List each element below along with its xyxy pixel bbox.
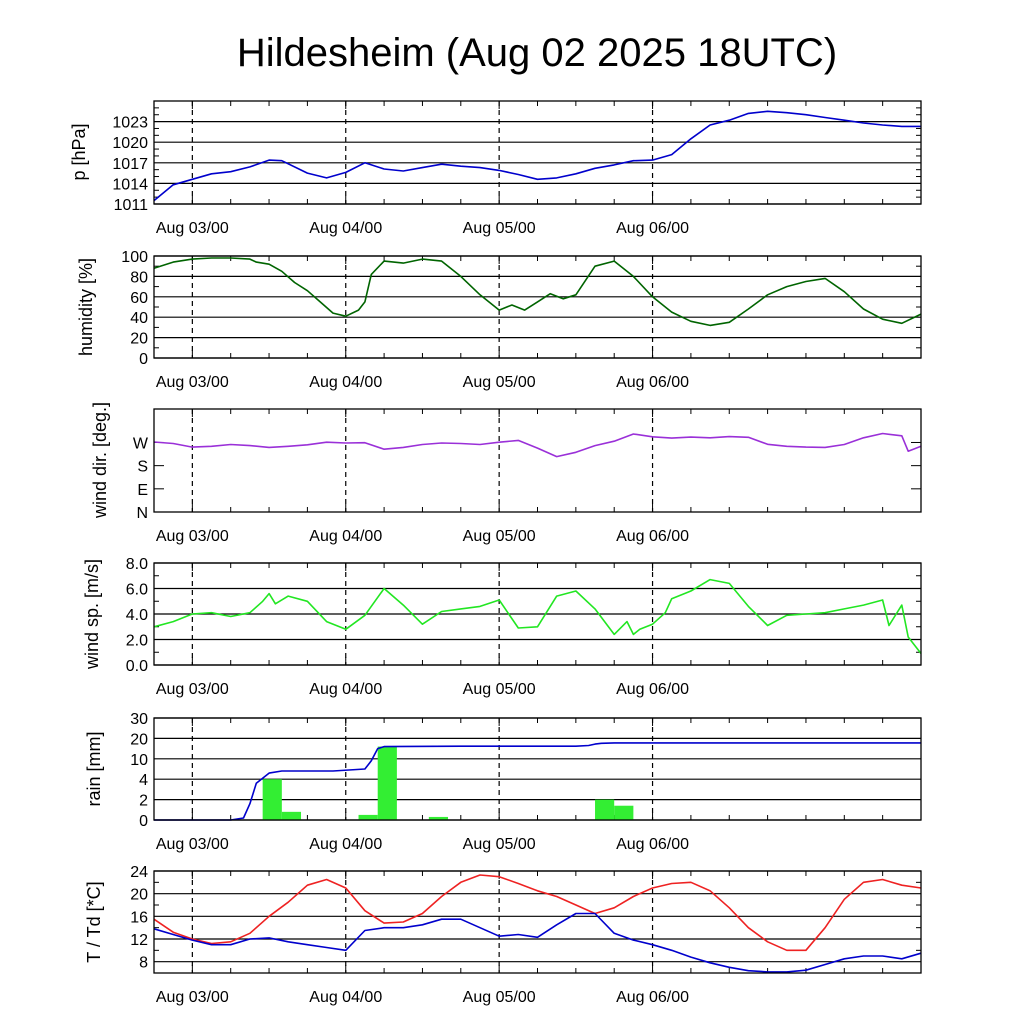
y-tick-label: 1011 bbox=[114, 197, 149, 214]
y-tick-label: 1023 bbox=[112, 115, 148, 132]
x-tick-label: Aug 03/00 bbox=[156, 681, 229, 698]
panel-frame bbox=[153, 255, 922, 359]
y-tick-label: E bbox=[137, 482, 148, 499]
y-tick-label: W bbox=[133, 435, 149, 452]
wind_speed-series-line bbox=[153, 578, 922, 654]
y-tick-label: 8 bbox=[139, 955, 148, 972]
y-axis-label: humidity [%] bbox=[76, 258, 96, 356]
y-tick-label: 1017 bbox=[112, 156, 148, 173]
y-tick-label: 0 bbox=[139, 813, 148, 830]
rain-bar bbox=[262, 779, 282, 820]
x-tick-label: Aug 03/00 bbox=[156, 528, 229, 545]
x-tick-label: Aug 03/00 bbox=[156, 989, 229, 1006]
x-tick-label: Aug 06/00 bbox=[616, 681, 689, 698]
y-tick-label: S bbox=[137, 459, 148, 476]
x-tick-label: Aug 03/00 bbox=[156, 220, 229, 237]
panel-5: 0 2 4 10 20 30 Aug 03/00 Aug 04/00 Aug 05/00 Aug … bbox=[84, 711, 922, 853]
y-axis-label: rain [mm] bbox=[84, 731, 104, 806]
panel-frame bbox=[153, 100, 922, 205]
chart-title: Hildesheim (Aug 02 2025 18UTC) bbox=[237, 31, 837, 75]
panel-frame bbox=[153, 870, 922, 974]
x-tick-label: Aug 06/00 bbox=[616, 989, 689, 1006]
x-tick-label: Aug 06/00 bbox=[616, 374, 689, 391]
humidity-series-line bbox=[153, 257, 922, 327]
y-axis-label: wind dir. [deg.] bbox=[90, 402, 110, 519]
y-tick-label: 20 bbox=[130, 731, 148, 748]
panel-frame bbox=[153, 408, 922, 513]
y-tick-label: 16 bbox=[130, 909, 148, 926]
x-tick-label: Aug 05/00 bbox=[463, 989, 536, 1006]
y-tick-label: 80 bbox=[130, 269, 148, 286]
y-tick-label: 6.0 bbox=[126, 582, 148, 599]
y-axis-label: T / Td [*C] bbox=[84, 881, 104, 962]
x-tick-label: Aug 04/00 bbox=[309, 989, 382, 1006]
panel-6: 8 12 16 20 24 Aug 03/00 Aug 04/00 Aug 05/00 Aug … bbox=[84, 864, 922, 1006]
x-tick-label: Aug 04/00 bbox=[309, 681, 382, 698]
panel-frame bbox=[153, 717, 922, 821]
y-axis-label: wind sp. [m/s] bbox=[82, 559, 102, 670]
x-tick-label: Aug 03/00 bbox=[156, 374, 229, 391]
y-tick-label: 40 bbox=[130, 310, 148, 327]
x-tick-label: Aug 05/00 bbox=[463, 220, 536, 237]
rain-bar bbox=[358, 814, 378, 820]
y-tick-label: 4.0 bbox=[126, 607, 148, 624]
x-tick-label: Aug 06/00 bbox=[616, 836, 689, 853]
y-tick-label: N bbox=[136, 505, 148, 522]
rain-bar bbox=[281, 811, 302, 820]
y-tick-label: 0 bbox=[139, 351, 148, 368]
y-tick-label: 12 bbox=[130, 932, 148, 949]
x-tick-label: Aug 04/00 bbox=[309, 528, 382, 545]
x-tick-label: Aug 06/00 bbox=[616, 220, 689, 237]
y-tick-label: 20 bbox=[130, 887, 148, 904]
rain_cum-series-line bbox=[154, 742, 921, 821]
x-tick-label: Aug 05/00 bbox=[463, 374, 536, 391]
panel-1: 1011 1014 1017 1020 1023 Aug 03/00 Aug 04/00 Au… bbox=[69, 100, 922, 237]
panel-frame bbox=[153, 562, 922, 666]
temperature-series-line bbox=[153, 874, 922, 952]
x-tick-label: Aug 04/00 bbox=[309, 220, 382, 237]
y-tick-label: 20 bbox=[130, 331, 148, 348]
panel-4: 0.0 2.0 4.0 6.0 8.0 Aug 03/00 Aug 04/00 Aug 05/… bbox=[82, 556, 922, 698]
y-tick-label: 0.0 bbox=[126, 658, 148, 675]
y-tick-label: 1014 bbox=[112, 176, 148, 193]
x-tick-label: Aug 05/00 bbox=[463, 681, 536, 698]
y-tick-label: 100 bbox=[121, 249, 148, 266]
y-tick-label: 8.0 bbox=[126, 556, 148, 573]
x-tick-label: Aug 05/00 bbox=[463, 836, 536, 853]
rain-bar bbox=[614, 805, 634, 820]
rain-bar bbox=[595, 799, 615, 820]
y-tick-label: 60 bbox=[130, 290, 148, 307]
x-tick-label: Aug 04/00 bbox=[309, 836, 382, 853]
x-tick-label: Aug 03/00 bbox=[156, 836, 229, 853]
y-tick-label: 30 bbox=[130, 711, 148, 728]
y-tick-label: 1020 bbox=[112, 135, 148, 152]
y-tick-label: 24 bbox=[130, 864, 148, 881]
wind_dir-series-line bbox=[153, 432, 922, 458]
x-tick-label: Aug 05/00 bbox=[463, 528, 536, 545]
rain-bar bbox=[377, 746, 397, 820]
panel-2: 0 20 40 60 80 100 Aug 03/00 Aug 04/00 Aug 05/00 A… bbox=[76, 249, 922, 391]
y-tick-label: 4 bbox=[139, 772, 148, 789]
y-tick-label: 2.0 bbox=[126, 633, 148, 650]
dewpoint-series-line bbox=[153, 912, 922, 973]
y-tick-label: 10 bbox=[130, 752, 148, 769]
y-axis-label: p [hPa] bbox=[69, 123, 89, 180]
rain-bar bbox=[428, 816, 449, 820]
x-tick-label: Aug 04/00 bbox=[309, 374, 382, 391]
x-tick-label: Aug 06/00 bbox=[616, 528, 689, 545]
pressure-series-line bbox=[153, 110, 921, 202]
y-tick-label: 2 bbox=[139, 793, 148, 810]
